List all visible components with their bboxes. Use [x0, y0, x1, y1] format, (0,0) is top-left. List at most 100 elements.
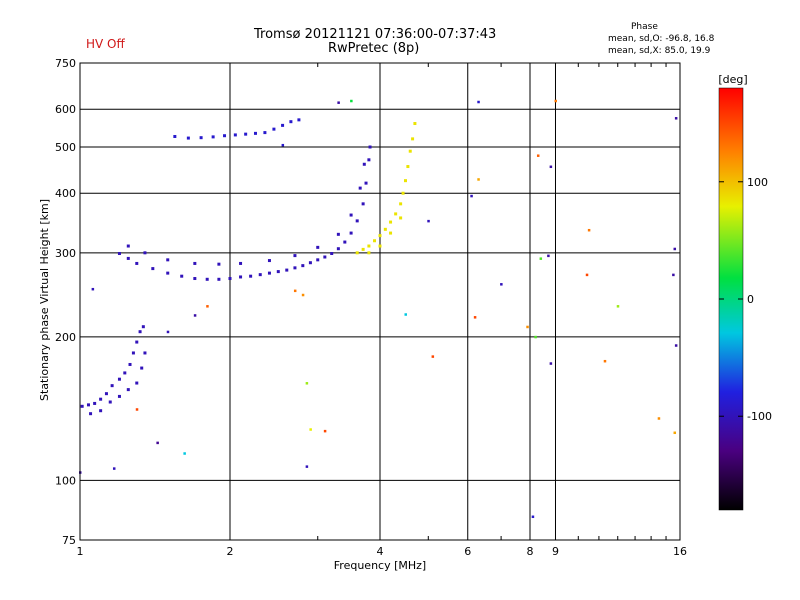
- scatter-point: [531, 515, 535, 519]
- data-points: [79, 99, 678, 519]
- echo-point: [211, 135, 215, 139]
- colorbar-ticks: 100 0 -100: [719, 176, 772, 423]
- scatter-point: [470, 194, 473, 198]
- echo-point: [244, 132, 248, 136]
- chart-subtitle: RwPretec (8p): [328, 41, 420, 56]
- echo-point: [89, 412, 93, 416]
- echo-point: [336, 247, 340, 251]
- scatter-point: [156, 441, 159, 445]
- scatter-point: [585, 273, 589, 277]
- echo-point: [267, 259, 271, 263]
- scatter-point: [323, 429, 327, 433]
- y-tick-label: 300: [55, 247, 76, 260]
- echo-point: [355, 219, 359, 223]
- y-tick-label: 500: [55, 141, 76, 154]
- echo-point: [253, 131, 257, 135]
- echo-point: [361, 202, 365, 206]
- grid-lines: [79, 62, 681, 541]
- echo-point: [143, 251, 147, 255]
- scatter-point: [293, 289, 297, 293]
- scatter-point: [309, 428, 312, 431]
- echo-point: [151, 267, 155, 271]
- echo-point: [364, 181, 368, 185]
- x-tick-label: 8: [527, 545, 534, 558]
- echo-point: [362, 162, 366, 166]
- echo-point: [193, 277, 197, 281]
- echo-point: [308, 261, 312, 265]
- echo-point: [399, 202, 403, 206]
- echo-point: [378, 244, 382, 248]
- echo-point: [117, 252, 121, 256]
- scatter-point: [305, 465, 309, 468]
- scatter-point: [587, 228, 591, 232]
- scatter-point: [674, 117, 678, 120]
- echo-point: [367, 158, 371, 162]
- echo-point: [104, 392, 108, 396]
- scatter-point: [673, 431, 677, 435]
- chart-title: Tromsø 20121121 07:36:00-07:37:43: [254, 27, 497, 42]
- echo-point: [135, 261, 139, 265]
- colorbar-tick-label: 0: [747, 293, 754, 306]
- echo-point: [378, 234, 382, 238]
- x-axis-ticks: 1 2 4 6 8 9 16: [77, 63, 687, 558]
- scatter-point: [534, 335, 537, 339]
- scatter-point: [431, 355, 435, 358]
- scatter-point: [473, 316, 477, 319]
- echo-point: [126, 244, 130, 248]
- echo-point: [330, 252, 334, 256]
- scatter-point: [301, 293, 305, 297]
- scatter-point: [477, 100, 480, 104]
- scatter-point: [193, 314, 197, 317]
- echo-point: [258, 273, 262, 277]
- echo-point: [128, 362, 132, 366]
- scatter-point: [526, 325, 529, 329]
- echo-point: [413, 122, 417, 126]
- y-tick-label: 100: [55, 474, 76, 487]
- echo-point: [349, 213, 353, 217]
- scatter-point: [549, 362, 553, 365]
- echo-point: [173, 134, 177, 138]
- plot-frame: [79, 62, 681, 541]
- echo-point: [80, 404, 84, 408]
- echo-point: [403, 179, 407, 183]
- y-tick-label: 75: [62, 534, 76, 547]
- y-tick-label: 400: [55, 187, 76, 200]
- scatter-point: [536, 154, 540, 157]
- scatter-point: [603, 359, 607, 363]
- echo-point: [349, 231, 353, 235]
- echo-point: [143, 351, 147, 355]
- phase-stats-title: Phase: [631, 22, 658, 32]
- echo-point: [117, 377, 121, 381]
- scatter-point: [305, 382, 309, 385]
- colorbar-label: [deg]: [718, 73, 747, 86]
- scatter-point: [404, 313, 407, 316]
- echo-point: [355, 251, 359, 255]
- echo-point: [336, 232, 340, 236]
- echo-point: [186, 136, 190, 140]
- x-axis-label: Frequency [MHz]: [334, 559, 426, 572]
- scatter-point: [112, 467, 116, 470]
- echo-point: [199, 136, 203, 140]
- echo-point: [166, 271, 170, 275]
- echo-point: [217, 262, 221, 266]
- echo-point: [99, 409, 103, 413]
- x-tick-label: 9: [552, 545, 559, 558]
- scatter-point: [539, 257, 543, 260]
- echo-point: [126, 256, 130, 260]
- echo-point: [263, 131, 267, 135]
- echo-point: [289, 120, 293, 124]
- echo-point: [406, 165, 410, 169]
- y-axis-ticks: 75 100 200 300 400 500 600 750: [55, 57, 76, 547]
- echo-point: [123, 371, 127, 375]
- scatter-point: [135, 408, 139, 411]
- echo-point: [343, 240, 347, 244]
- echo-point: [276, 270, 280, 274]
- scatter-point: [547, 254, 550, 258]
- echo-point: [408, 149, 412, 153]
- echo-point: [285, 268, 289, 272]
- scatter-point: [674, 344, 678, 347]
- scatter-point: [281, 143, 285, 147]
- echo-point: [217, 277, 221, 281]
- echo-point: [358, 186, 362, 190]
